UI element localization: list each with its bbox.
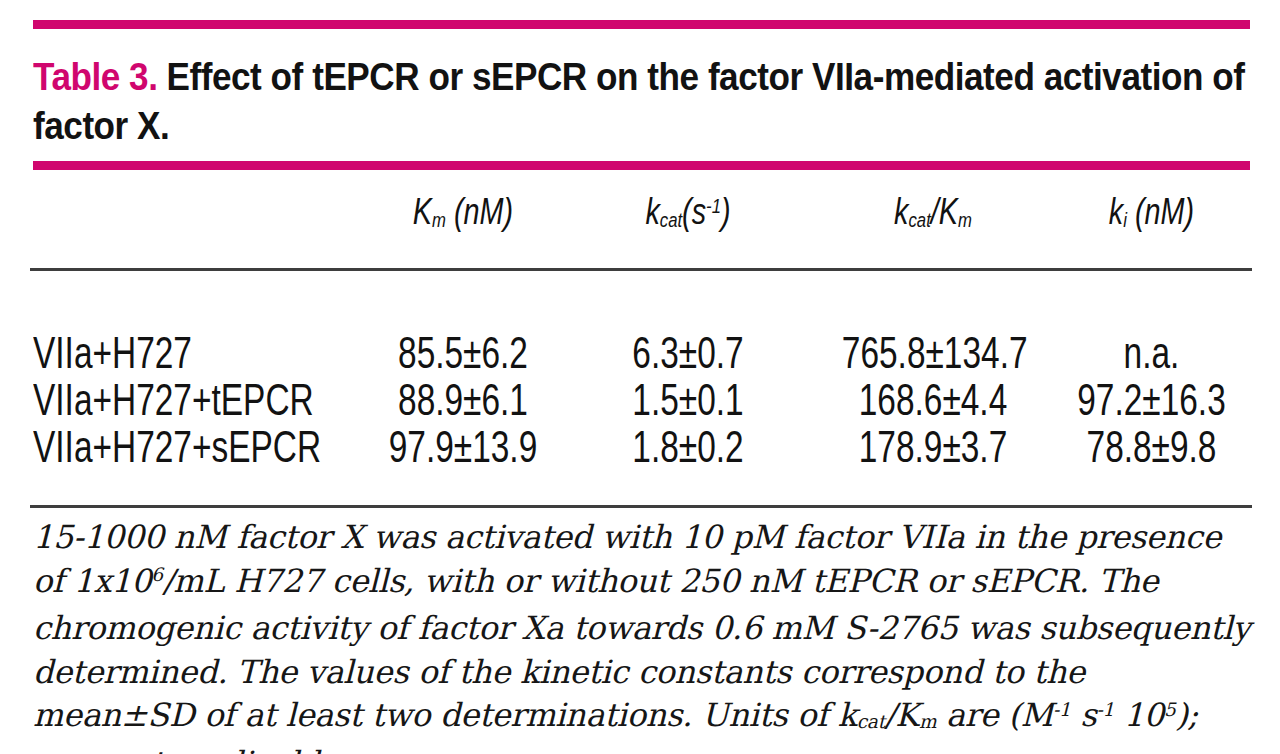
column-header-kcat: kcat(s-1)	[588, 191, 788, 233]
top-accent-rule	[33, 20, 1250, 29]
table-footnote: 15-1000 nM factor X was activated with 1…	[33, 516, 1255, 754]
table-row: VIIa+H727+sEPCR 97.9±13.9 1.8±0.2 178.9±…	[33, 422, 1250, 469]
cell-ki: n.a.	[1077, 328, 1227, 378]
table-row: VIIa+H727 85.5±6.2 6.3±0.7 765.8±134.7 n…	[33, 328, 1250, 375]
row-label: VIIa+H727+sEPCR	[33, 422, 284, 472]
cell-ki: 78.8±9.8	[1077, 422, 1227, 472]
cell-km: 97.9±13.9	[387, 422, 539, 472]
cell-ki: 97.2±16.3	[1077, 375, 1227, 425]
header-body-divider	[30, 268, 1252, 271]
row-label: VIIa+H727+tEPCR	[33, 375, 284, 425]
table-title-text: Effect of tEPCR or sEPCR on the factor V…	[33, 55, 1245, 147]
body-footnote-divider	[30, 505, 1252, 508]
table-row: VIIa+H727+tEPCR 88.9±6.1 1.5±0.1 168.6±4…	[33, 375, 1250, 422]
cell-kcat: 6.3±0.7	[593, 328, 783, 378]
paper-table-figure: Table 3.Effect of tEPCR or sEPCR on the …	[0, 0, 1280, 754]
cell-km: 88.9±6.1	[387, 375, 539, 425]
cell-kcat: 1.8±0.2	[593, 422, 783, 472]
cell-kcat-km: 168.6±4.4	[842, 375, 1024, 425]
table-header-row: Km (nM) kcat(s-1) kcat/Km ki (nM)	[33, 186, 1250, 238]
row-label: VIIa+H727	[33, 328, 284, 378]
title-divider-rule	[33, 161, 1250, 170]
table-number-label: Table 3.	[33, 55, 157, 98]
column-header-km: Km (nM)	[383, 191, 543, 233]
cell-kcat-km: 765.8±134.7	[842, 328, 1024, 378]
cell-kcat-km: 178.9±3.7	[842, 422, 1024, 472]
column-header-ki: ki (nM)	[1073, 191, 1231, 233]
cell-kcat: 1.5±0.1	[593, 375, 783, 425]
table-title: Table 3.Effect of tEPCR or sEPCR on the …	[33, 52, 1250, 150]
column-header-kcat-km: kcat/Km	[837, 191, 1029, 233]
cell-km: 85.5±6.2	[387, 328, 539, 378]
